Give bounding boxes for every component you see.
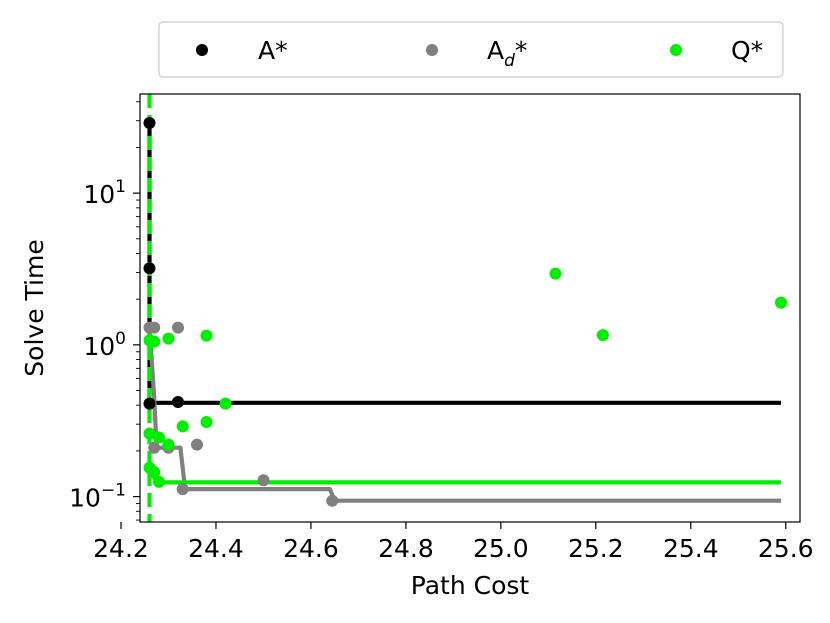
- point-2-14: [596, 329, 609, 342]
- x-tick-label-3: 24.8: [378, 534, 434, 563]
- x-tick-label-2: 24.6: [283, 534, 339, 563]
- point-0-1: [143, 262, 156, 275]
- point-0-0: [143, 117, 156, 129]
- point-2-8: [176, 420, 189, 433]
- point-2-1: [148, 335, 161, 348]
- point-0-3: [172, 396, 184, 408]
- legend: A* Ad* Q*: [158, 21, 784, 78]
- point-2-2: [162, 332, 175, 345]
- legend-marker-1: [426, 44, 438, 56]
- x-tick-label-6: 25.4: [663, 534, 719, 563]
- y-axis: 10−1 100 101: [69, 101, 140, 521]
- point-2-7: [162, 438, 175, 451]
- point-1-1: [148, 321, 161, 334]
- point-1-6: [176, 483, 189, 496]
- x-tick-label-0: 24.2: [93, 534, 149, 563]
- legend-marker-2: [670, 44, 682, 56]
- y-tick-label-0: 10−1: [69, 481, 126, 513]
- point-1-3: [148, 441, 161, 454]
- x-axis-label: Path Cost: [411, 571, 530, 600]
- point-2-12: [153, 475, 165, 488]
- x-axis: 24.2 24.4 24.6 24.8 25.0 25.2 25.4 25.6: [93, 522, 814, 563]
- point-2-4: [219, 397, 232, 410]
- legend-label-0: A*: [258, 36, 288, 65]
- y-axis-label: Solve Time: [20, 239, 49, 376]
- legend-marker-0: [196, 44, 208, 56]
- point-1-7: [257, 474, 270, 487]
- point-0-2: [143, 397, 156, 410]
- y-tick-label-2: 101: [83, 177, 126, 209]
- y-tick-label-1: 100: [83, 329, 126, 361]
- plot-frame: [139, 93, 801, 523]
- legend-label-1: Ad*: [487, 36, 527, 71]
- point-1-8: [326, 494, 339, 507]
- point-1-2: [172, 321, 184, 334]
- point-2-6: [153, 431, 165, 444]
- x-tick-label-4: 25.0: [473, 534, 529, 563]
- data-layer: [143, 94, 787, 522]
- point-2-13: [549, 267, 562, 280]
- point-2-3: [200, 329, 213, 342]
- x-tick-label-7: 25.6: [758, 534, 814, 563]
- point-2-9: [200, 416, 213, 428]
- x-tick-label-1: 24.4: [188, 534, 244, 563]
- point-2-15: [775, 296, 787, 309]
- point-2-5: [143, 427, 156, 440]
- point-2-11: [148, 466, 161, 479]
- legend-frame: [158, 21, 784, 78]
- legend-label-2: Q*: [731, 36, 763, 65]
- x-tick-label-5: 25.2: [568, 534, 624, 563]
- point-1-5: [191, 438, 203, 451]
